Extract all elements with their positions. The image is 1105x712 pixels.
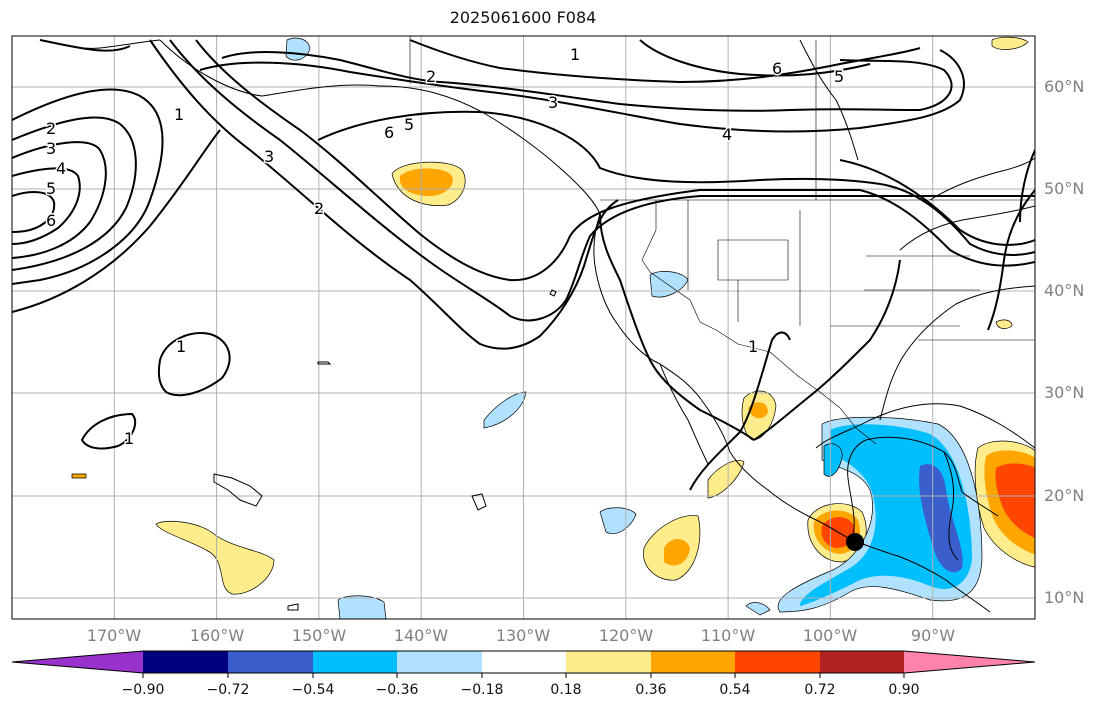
shaded-anomaly-fields: [71, 36, 1035, 619]
negative-anomaly-area: [823, 443, 843, 477]
positive-anomaly-area: [707, 460, 745, 499]
contour-label: 5: [834, 67, 844, 86]
negative-anomaly-area: [599, 507, 637, 534]
contour-value-labels: 2 3 4 5 6 1 3 2 6 5 2 3 1 4 6 5 1 1 1: [45, 44, 846, 450]
longitude-label: 150°W: [291, 626, 347, 645]
map-frame: [11, 35, 1036, 620]
latitude-label: 40°N: [1044, 281, 1085, 300]
negative-anomaly-area: [285, 37, 311, 61]
strong-negative-anomaly: [919, 464, 963, 573]
colorbar-extend-high: [904, 651, 1035, 673]
colorbar-segment: [482, 651, 566, 673]
colorbar-segment: [820, 651, 904, 673]
longitude-label: 130°W: [495, 626, 551, 645]
longitude-label: 160°W: [189, 626, 245, 645]
colorbar-tick-label: 0.72: [804, 682, 836, 698]
positive-anomaly-area: [995, 319, 1013, 329]
longitude-label: 120°W: [598, 626, 654, 645]
contour-lines: [12, 39, 1035, 491]
latitude-label: 60°N: [1044, 77, 1085, 96]
colorbar-tick-label: 0.18: [550, 682, 582, 698]
storm-center-marker: [846, 533, 864, 551]
colorbar-segment: [566, 651, 651, 673]
contour-label: 3: [548, 93, 558, 112]
negative-anomaly-area: [745, 602, 771, 616]
contour-label: 6: [772, 59, 782, 78]
colorbar-tick-label: −0.90: [121, 682, 165, 698]
contour-label: 6: [46, 211, 56, 230]
contour-label: 3: [264, 147, 274, 166]
longitude-label: 100°W: [802, 626, 858, 645]
colorbar-segment: [228, 651, 313, 673]
map-title: 2025061600 F084: [449, 8, 597, 27]
colorbar: [11, 650, 1036, 678]
colorbar-tick-label: −0.18: [460, 682, 504, 698]
contour-label: 1: [174, 105, 184, 124]
positive-anomaly-core: [748, 402, 768, 419]
positive-anomaly-area: [71, 473, 87, 479]
contour-label: 2: [314, 199, 324, 218]
colorbar-tick-label: −0.72: [206, 682, 250, 698]
colorbar-tick-label: 0.36: [635, 682, 667, 698]
negative-anomaly-area: [483, 391, 527, 429]
contour-label: 2: [426, 67, 436, 86]
positive-anomaly-area: [991, 36, 1029, 50]
contour-label: 1: [570, 45, 580, 64]
longitude-label: 140°W: [393, 626, 449, 645]
contour-label: 1: [124, 429, 134, 448]
colorbar-tick-label: −0.54: [291, 682, 335, 698]
colorbar-tick-label: 0.54: [719, 682, 751, 698]
positive-anomaly-area: [155, 520, 275, 595]
contour-label: 4: [722, 125, 732, 144]
negative-anomaly-area: [649, 271, 689, 298]
colorbar-extend-low: [12, 651, 143, 673]
negative-anomaly-area: [337, 595, 387, 619]
colorbar-segment: [735, 651, 820, 673]
contour-label: 4: [56, 159, 66, 178]
contour-label: 1: [176, 337, 186, 356]
latitude-label: 10°N: [1044, 588, 1085, 607]
colorbar-segment: [397, 651, 482, 673]
contour-label: 3: [46, 139, 56, 158]
latitude-label: 20°N: [1044, 486, 1085, 505]
colorbar-tick-label: −0.36: [375, 682, 419, 698]
map-area: 2 3 4 5 6 1 3 2 6 5 2 3 1 4 6 5 1 1 1: [12, 36, 1035, 619]
latitude-label: 50°N: [1044, 179, 1085, 198]
longitude-label: 110°W: [700, 626, 756, 645]
longitude-label: 170°W: [86, 626, 142, 645]
contour-label: 6: [384, 123, 394, 142]
colorbar-segment: [143, 651, 228, 673]
contour-label: 5: [404, 115, 414, 134]
political-borders: [409, 36, 1035, 445]
contour-label: 1: [748, 337, 758, 356]
colorbar-tick-label: 0.90: [888, 682, 920, 698]
gridlines: [12, 36, 1035, 619]
colorbar-segment: [651, 651, 735, 673]
contour-label: 2: [46, 119, 56, 138]
longitude-label: 90°W: [910, 626, 956, 645]
strong-positive-anomaly: [995, 463, 1035, 539]
colorbar-segment: [313, 651, 397, 673]
contour-label: 5: [46, 179, 56, 198]
latitude-label: 30°N: [1044, 383, 1085, 402]
positive-anomaly-core: [664, 539, 690, 566]
